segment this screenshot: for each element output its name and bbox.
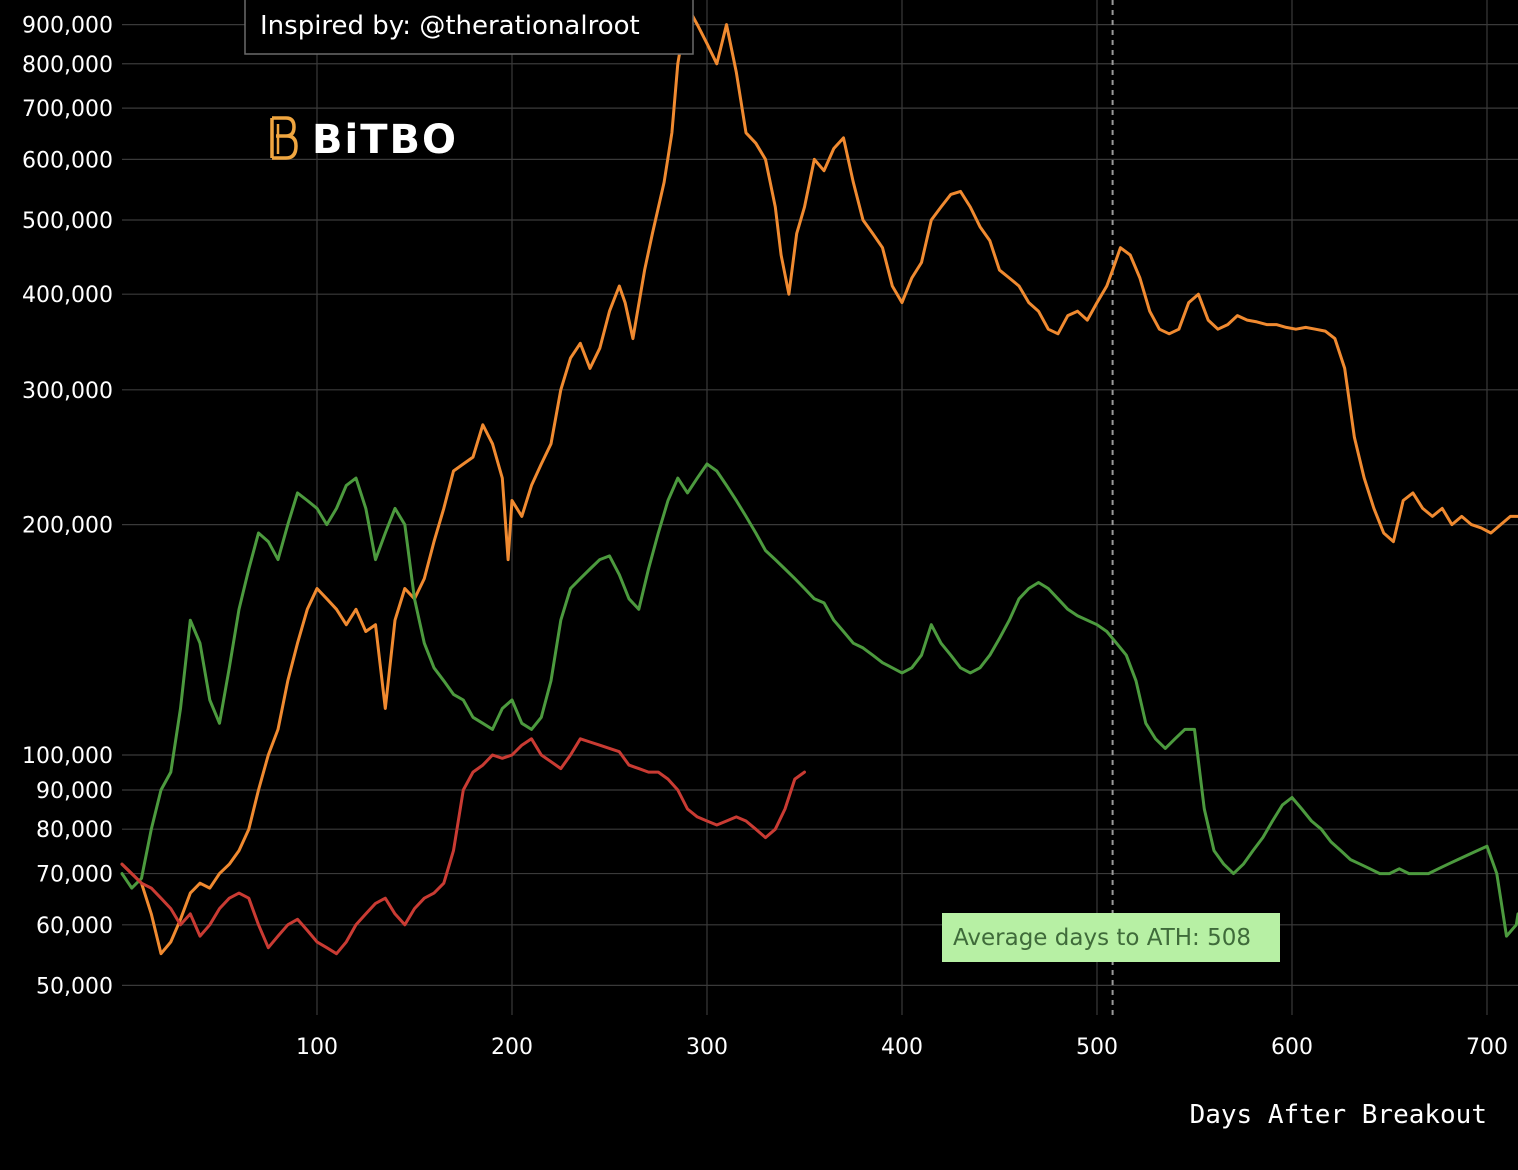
y-tick-label: 200,000 (22, 514, 113, 539)
y-tick-label: 50,000 (36, 974, 113, 999)
x-tick-label: 100 (296, 1035, 338, 1060)
y-tick-label: 90,000 (36, 779, 113, 804)
y-tick-label: 500,000 (22, 209, 113, 234)
ath-annotation-text: Average days to ATH: 508 (953, 925, 1251, 951)
x-axis-label: Days After Breakout (1190, 1100, 1487, 1130)
ath-annotation-box (942, 913, 1280, 962)
bitbo-b-icon (270, 116, 298, 160)
credit-box: Inspired by: @therationalroot (244, 0, 694, 55)
y-tick-label: 70,000 (36, 863, 113, 888)
ath-annotation: Average days to ATH: 508 (942, 913, 1280, 962)
series-line-2 (120, 737, 806, 956)
x-axis-ticks: 100 200 300 400 500 600 700 (296, 1035, 1508, 1060)
y-tick-label: 800,000 (22, 53, 113, 78)
y-tick-label: 900,000 (22, 14, 113, 39)
series-group (120, 5, 1518, 956)
y-tick-label: 80,000 (36, 818, 113, 843)
bitbo-logo: BiTBO (270, 116, 458, 163)
y-tick-label: 300,000 (22, 379, 113, 404)
y-tick-label: 60,000 (36, 914, 113, 939)
series-line-0 (120, 5, 1518, 956)
x-tick-label: 600 (1271, 1035, 1313, 1060)
grid (122, 0, 1518, 1015)
logo-text: BiTBO (312, 117, 458, 163)
y-tick-label: 700,000 (22, 97, 113, 122)
x-tick-label: 700 (1466, 1035, 1508, 1060)
y-axis-ticks: 50,000 60,000 70,000 80,000 90,000 100,000 200… (22, 14, 113, 1000)
y-tick-label: 600,000 (22, 148, 113, 173)
y-tick-label: 100,000 (22, 744, 113, 769)
x-tick-label: 300 (686, 1035, 728, 1060)
credit-box-frame (244, 0, 694, 55)
x-tick-label: 500 (1076, 1035, 1118, 1060)
series-line-1 (120, 462, 1518, 938)
x-tick-label: 200 (491, 1035, 533, 1060)
y-tick-label: 400,000 (22, 283, 113, 308)
x-tick-label: 400 (881, 1035, 923, 1060)
credit-text: Inspired by: @therationalroot (260, 11, 640, 41)
